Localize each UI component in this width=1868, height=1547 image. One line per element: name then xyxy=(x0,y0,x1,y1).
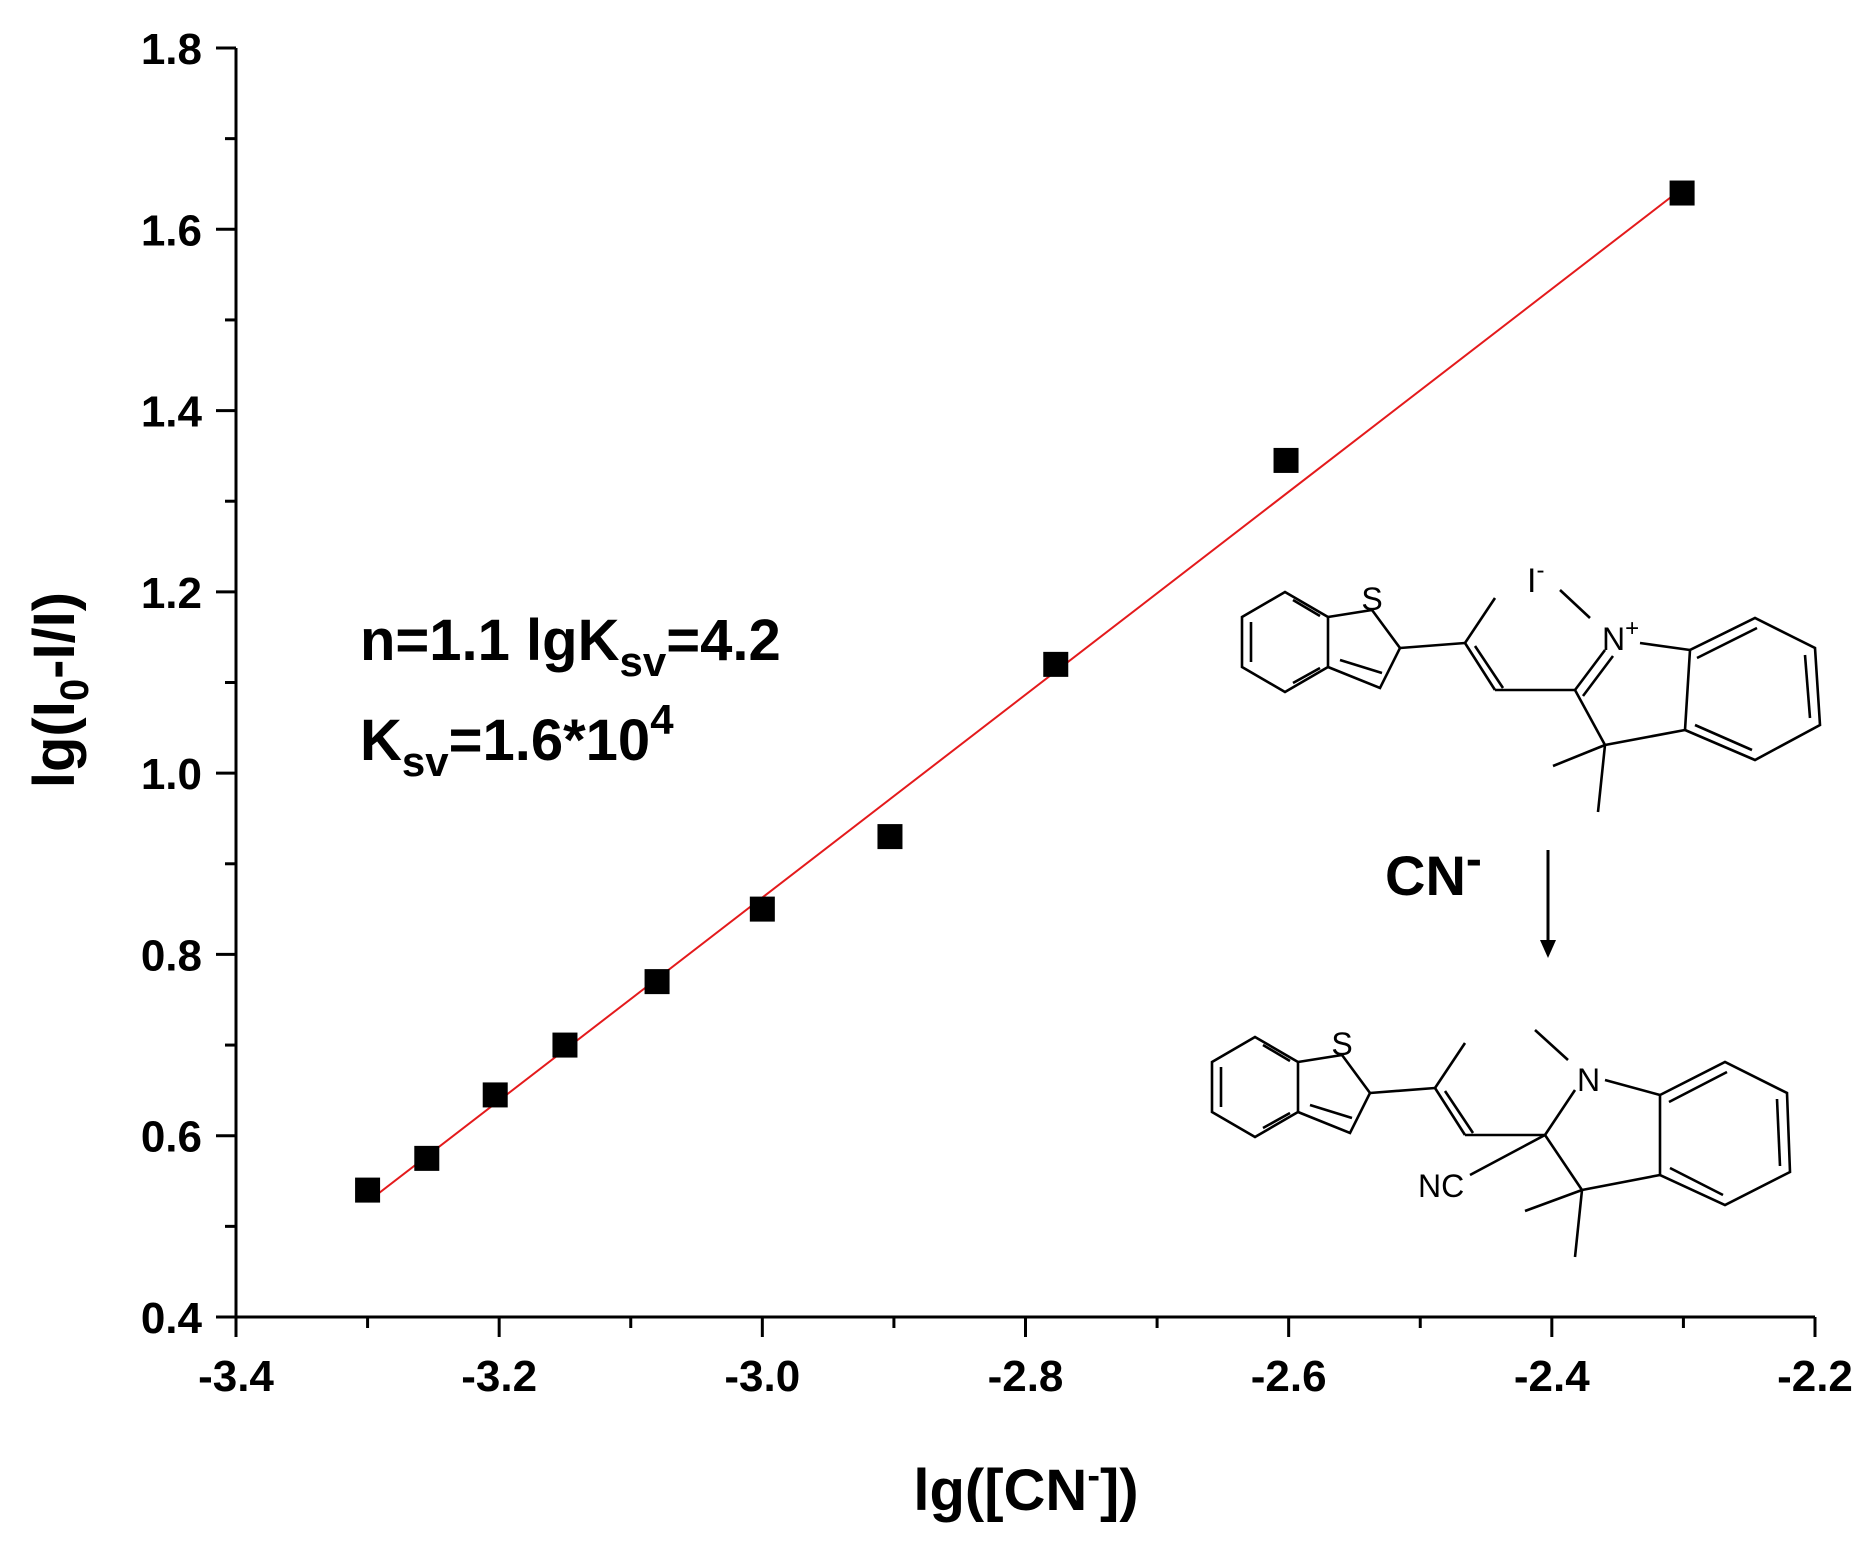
top-nitrogen-label: N+ xyxy=(1602,615,1639,657)
data-point xyxy=(749,896,775,922)
data-point xyxy=(1043,651,1069,677)
top-molecule xyxy=(1240,589,1822,813)
top-indolium-c3-c3a xyxy=(1604,728,1686,747)
top-dimethyl-bond-1 xyxy=(1552,743,1606,768)
x-tick-label: -2.2 xyxy=(1777,1352,1853,1401)
top-chain-double-bond-a xyxy=(1463,642,1497,691)
bottom-nitrile-label: NC xyxy=(1418,1168,1464,1204)
top-indolium-n-c7a xyxy=(1639,641,1691,652)
reaction-arrowhead xyxy=(1540,940,1556,958)
y-tick-label: 1.6 xyxy=(141,206,202,255)
top-n-methyl-bond xyxy=(1559,589,1591,619)
x-tick-label: -3.2 xyxy=(461,1352,537,1401)
top-benzothiophene-benzene-ring xyxy=(1240,590,1330,694)
bottom-dimethyl-bond-2 xyxy=(1573,1189,1584,1258)
bottom-nitrogen-label: N xyxy=(1577,1062,1600,1098)
x-tick-label: -3.4 xyxy=(198,1352,274,1401)
data-point xyxy=(552,1032,578,1058)
data-point xyxy=(1669,180,1695,206)
top-indolium-inner-bond-2 xyxy=(1803,654,1812,719)
y-tick-label: 1.8 xyxy=(141,25,202,74)
bottom-indoline-benzene-ring xyxy=(1658,1060,1792,1207)
y-tick-label: 1.4 xyxy=(141,388,203,437)
top-dimethyl-bond-2 xyxy=(1596,744,1607,813)
top-methyl-bond xyxy=(1463,597,1497,644)
x-tick-label: -2.4 xyxy=(1514,1352,1590,1401)
bottom-molecule xyxy=(1210,1029,1792,1258)
bottom-chain-bond-1 xyxy=(1369,1086,1436,1095)
top-indolium-inner-bond-3 xyxy=(1694,723,1753,752)
bottom-indoline-inner-bond-2 xyxy=(1775,1098,1782,1167)
bottom-nitrile-bond xyxy=(1469,1133,1546,1177)
top-counterion-label: I- xyxy=(1527,557,1544,600)
top-indolium-c2n-a xyxy=(1573,649,1607,691)
reaction-scheme: S I- N+ CN- xyxy=(1210,557,1822,1258)
bottom-benzothiophene-benzene-ring xyxy=(1210,1035,1300,1139)
x-tick-label: -2.8 xyxy=(988,1352,1064,1401)
top-indolium-benzene-ring xyxy=(1683,616,1822,762)
reagent-label: CN- xyxy=(1385,833,1482,907)
bottom-indoline-n-c7a xyxy=(1604,1078,1661,1097)
top-benzene-inner-bond-3 xyxy=(1292,666,1321,685)
bottom-thiophene-double-bond xyxy=(1309,1103,1353,1120)
y-axis-title: lg(I0-I/I) xyxy=(22,592,97,788)
data-point xyxy=(414,1145,440,1171)
data-point xyxy=(482,1082,508,1108)
y-tick-label: 0.8 xyxy=(141,931,202,980)
y-tick-label: 1.0 xyxy=(141,750,202,799)
top-indolium-inner-bond-1 xyxy=(1696,626,1758,660)
top-thiophene-ring xyxy=(1327,608,1402,690)
bottom-thiophene-ring xyxy=(1297,1053,1372,1135)
y-tick-label: 0.6 xyxy=(141,1113,202,1162)
bottom-n-methyl-bond xyxy=(1534,1029,1569,1061)
x-tick-label: -2.6 xyxy=(1251,1352,1327,1401)
bottom-sulfur-label: S xyxy=(1331,1026,1352,1062)
top-benzene-inner-bond-2 xyxy=(1292,598,1321,618)
bottom-indoline-c3-c3a xyxy=(1581,1173,1661,1192)
top-sulfur-label: S xyxy=(1361,581,1382,617)
bottom-benzene-inner-bond-2 xyxy=(1262,1043,1291,1063)
x-axis-title: lg([CN-]) xyxy=(913,1455,1138,1523)
data-point xyxy=(355,1177,381,1203)
data-point xyxy=(877,824,903,850)
top-chain-double-bond-b xyxy=(1473,645,1505,689)
bottom-indoline-inner-bond-1 xyxy=(1668,1070,1728,1104)
top-chain-bond-1 xyxy=(1399,641,1466,650)
plot-area: -3.4 -3.2 -3.0 -2.8 -2.6 -2.4 -2.2 0.4 0.6 0.8 1.0… xyxy=(141,25,1853,1401)
top-indolium-c2n-b xyxy=(1581,655,1615,697)
linear-fit-line xyxy=(366,187,1683,1203)
top-indolium-c2c3 xyxy=(1573,689,1607,746)
bottom-benzene-inner-bond-3 xyxy=(1262,1111,1291,1130)
bottom-indoline-inner-bond-3 xyxy=(1669,1166,1724,1197)
x-tick-label: -3.0 xyxy=(724,1352,800,1401)
data-point xyxy=(644,969,670,995)
bottom-methyl-bond xyxy=(1433,1042,1467,1089)
bottom-dimethyl-bond-1 xyxy=(1524,1188,1583,1213)
bottom-indoline-c2n xyxy=(1543,1089,1577,1136)
annotation-line-2: Ksv=1.6*104 xyxy=(360,696,674,785)
bottom-chain-double-bond-a xyxy=(1433,1087,1467,1136)
bottom-chain-double-bond-b xyxy=(1443,1090,1475,1134)
top-thiophene-double-bond xyxy=(1339,658,1383,675)
data-point xyxy=(1273,447,1299,473)
annotation-line-1: n=1.1 lgKsv=4.2 xyxy=(360,608,781,685)
bottom-indoline-c2c3 xyxy=(1543,1134,1584,1191)
y-tick-label: 0.4 xyxy=(141,1294,203,1343)
y-tick-label: 1.2 xyxy=(141,569,202,618)
